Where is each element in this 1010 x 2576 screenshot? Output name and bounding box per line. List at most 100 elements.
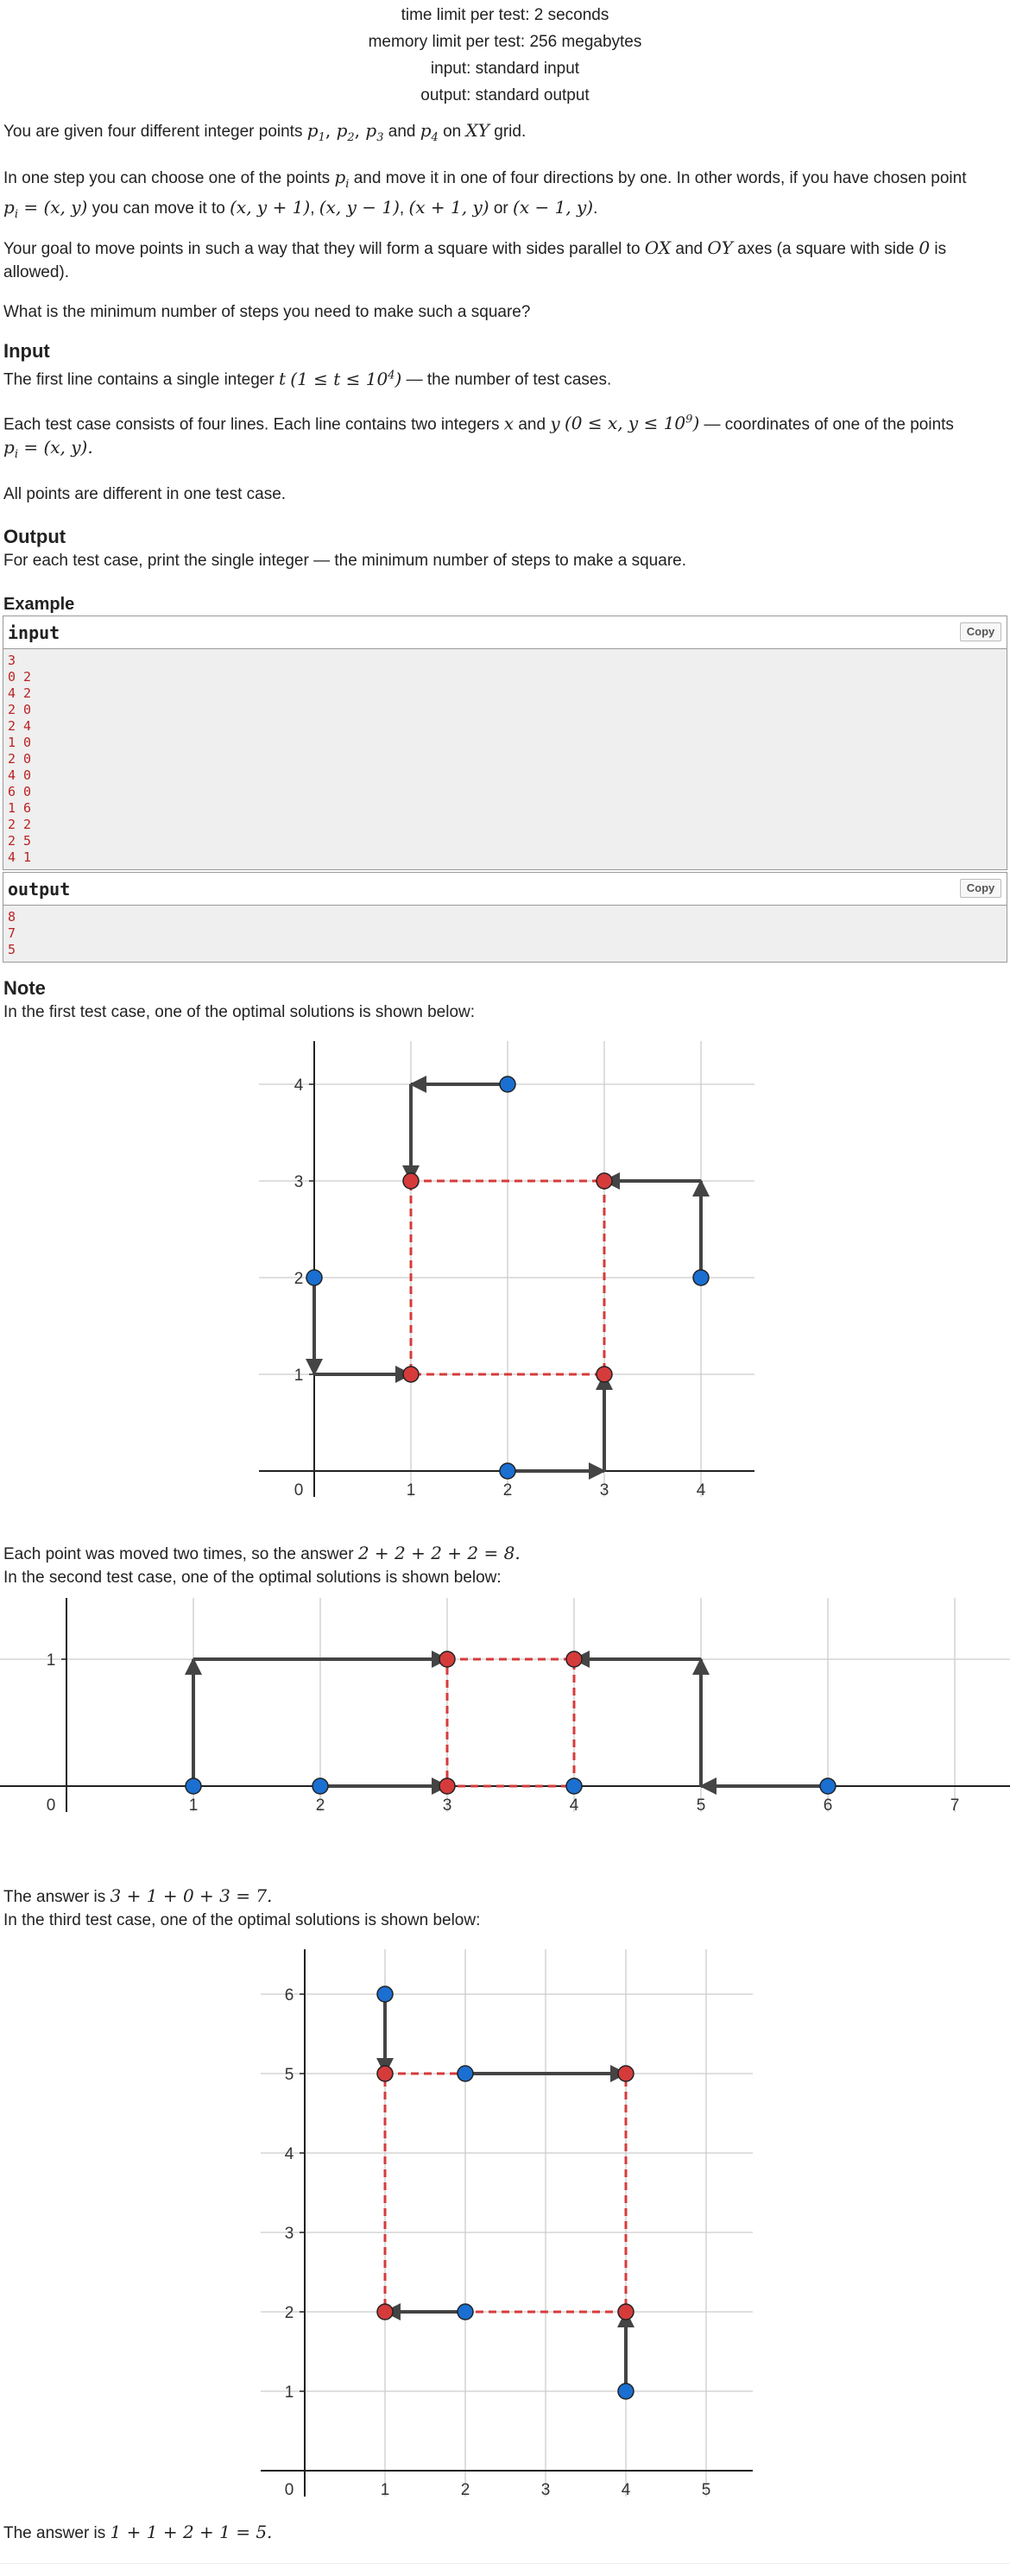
blue-point (692, 1269, 710, 1287)
x-tick-label: 6 (824, 1796, 833, 1815)
output-type: output: standard output (420, 86, 590, 104)
blue-point (617, 2383, 634, 2401)
x-tick-label: 0 (285, 2481, 294, 2499)
example-input-line: 1 0 (8, 735, 32, 751)
input-line-1: The first line contains a single integer… (3, 368, 612, 389)
y-tick-label: 4 (285, 2145, 294, 2163)
page-bottom-divider (0, 2563, 1010, 2564)
problem-header: time limit per test: 2 seconds memory li… (0, 2, 1010, 109)
output-title: Output (3, 526, 66, 548)
example-input-line: 2 2 (8, 817, 32, 833)
copy-output-button[interactable]: Copy (960, 879, 1001, 899)
example-title: Example (3, 595, 75, 615)
red-point (596, 1366, 613, 1384)
example-output-header: output Copy (3, 873, 1007, 906)
red-point (596, 1172, 613, 1190)
example-input-line: 6 0 (8, 784, 32, 800)
x-tick-label: 1 (381, 2481, 390, 2499)
memory-limit: memory limit per test: 256 megabytes (368, 33, 642, 51)
example-input-line: 4 2 (8, 685, 32, 702)
example-input-line: 2 0 (8, 702, 32, 718)
note-answer-3: The answer is 1 + 1 + 2 + 1 = 5. (3, 2522, 273, 2543)
example-output-line: 5 (8, 942, 16, 958)
problem-statement: You are given four different integer poi… (0, 119, 1010, 616)
example-input-line: 4 1 (8, 849, 32, 866)
x-tick-label: 4 (697, 1481, 706, 1500)
red-point (565, 1651, 583, 1669)
x-tick-label: 0 (294, 1481, 304, 1500)
x-tick-label: 3 (541, 2481, 551, 2499)
note-first-text: In the first test case, one of the optim… (3, 1003, 476, 1022)
red-point (617, 2065, 634, 2083)
blue-point (499, 1076, 516, 1094)
red-point (376, 2303, 394, 2321)
figure-test-case-2: 0 1 2 3 4 5 6 7 1 (0, 1598, 1010, 1815)
note-answer-1: Each point was moved two times, so the a… (3, 1543, 521, 1564)
input-line-3: All points are different in one test cas… (3, 485, 287, 504)
red-point (439, 1777, 456, 1796)
statement-paragraph-3: Your goal to move points in such a way t… (3, 237, 947, 281)
note-section: Note In the first test case, one of the … (0, 976, 1010, 1024)
red-point (402, 1172, 420, 1190)
statement-paragraph-4: What is the minimum number of steps you … (3, 303, 531, 321)
time-limit: time limit per test: 2 seconds (401, 6, 609, 24)
x-tick-label: 1 (189, 1796, 199, 1815)
x-tick-label: 4 (622, 2481, 631, 2499)
input-title: Input (3, 340, 50, 362)
y-tick-label: 1 (294, 1367, 304, 1385)
y-tick-label: 1 (47, 1651, 56, 1670)
y-tick-label: 2 (285, 2304, 294, 2322)
target-square (409, 1179, 606, 1376)
blue-point (565, 1777, 583, 1796)
example-output-line: 7 (8, 925, 16, 942)
y-tick-label: 6 (285, 1986, 294, 2005)
input-line-2: Each test case consists of four lines. E… (3, 413, 954, 462)
x-tick-label: 2 (461, 2481, 470, 2499)
y-tick-label: 5 (285, 2066, 294, 2084)
x-tick-label: 5 (702, 2481, 711, 2499)
figure-test-case-1: 0 1 2 3 4 1 2 3 4 (259, 1041, 754, 1500)
example-input-label: input (8, 622, 60, 644)
target-square (383, 2072, 628, 2314)
blue-point (376, 1986, 394, 2004)
y-tick-label: 3 (294, 1173, 304, 1191)
y-tick-label: 3 (285, 2225, 294, 2243)
blue-point (312, 1777, 329, 1796)
y-tick-label: 4 (294, 1076, 304, 1095)
example-input-line: 2 0 (8, 751, 32, 767)
copy-input-button[interactable]: Copy (960, 622, 1001, 642)
blue-point (457, 2065, 474, 2083)
example-output-line: 8 (8, 909, 16, 925)
statement-paragraph-1: You are given four different integer poi… (3, 120, 527, 144)
x-tick-label: 4 (570, 1796, 579, 1815)
x-tick-label: 3 (600, 1481, 609, 1500)
x-tick-label: 2 (503, 1481, 513, 1500)
x-tick-label: 2 (316, 1796, 325, 1815)
red-point (402, 1366, 420, 1384)
example-input-line: 2 5 (8, 833, 32, 849)
x-tick-label: 5 (697, 1796, 706, 1815)
y-tick-label: 1 (285, 2383, 294, 2402)
x-tick-label: 0 (47, 1796, 56, 1815)
red-point (376, 2065, 394, 2083)
target-square (445, 1657, 576, 1788)
blue-point (185, 1777, 202, 1796)
statement-paragraph-2: In one step you can choose one of the po… (3, 167, 967, 221)
blue-point (306, 1269, 323, 1287)
x-tick-label: 3 (443, 1796, 452, 1815)
example-output-label: output (8, 879, 71, 900)
note-answer-2: The answer is 3 + 1 + 0 + 3 = 7. (3, 1885, 273, 1907)
note-title: Note (3, 977, 46, 1000)
figure-test-case-3: 0 1 2 3 4 5 1 2 3 4 5 6 (261, 1949, 753, 2499)
y-tick-label: 2 (294, 1270, 304, 1288)
example-input-line: 0 2 (8, 669, 32, 685)
note-second-text: In the second test case, one of the opti… (3, 1569, 502, 1588)
example-input-line: 4 0 (8, 767, 32, 784)
input-type: input: standard input (430, 60, 580, 78)
red-point (617, 2303, 634, 2321)
example-input-line: 1 6 (8, 800, 32, 817)
